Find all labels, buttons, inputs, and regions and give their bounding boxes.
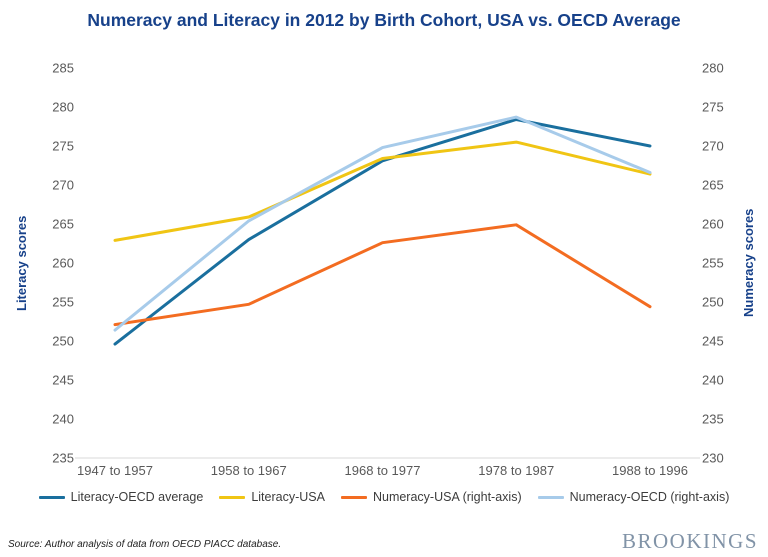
chart-title: Numeracy and Literacy in 2012 by Birth C… [87, 10, 681, 30]
left-axis-tick-label: 245 [52, 373, 74, 388]
legend-item-literacy-oecd: Literacy-OECD average [38, 490, 204, 504]
right-axis-tick-label: 240 [702, 373, 724, 388]
chart-legend: Literacy-OECD average Literacy-USA Numer… [0, 490, 768, 504]
legend-label: Literacy-OECD average [70, 490, 204, 504]
right-axis-tick-label: 230 [702, 451, 724, 466]
right-axis-tick-label: 235 [702, 412, 724, 427]
left-axis-tick-label: 285 [52, 61, 74, 76]
legend-item-numeracy-oecd: Numeracy-OECD (right-axis) [537, 490, 730, 504]
right-axis-tick-label: 275 [702, 100, 724, 115]
legend-swatch-literacy-oecd [38, 495, 65, 499]
series-line-3 [113, 115, 652, 332]
source-note: Source: Author analysis of data from OEC… [8, 539, 282, 550]
left-axis-tick-label: 280 [52, 100, 74, 115]
left-axis-tick-label: 270 [52, 178, 74, 193]
legend-label: Literacy-USA [251, 490, 325, 504]
right-axis-tick-label: 245 [702, 334, 724, 349]
right-axis-tick-label: 265 [702, 178, 724, 193]
legend-item-literacy-usa: Literacy-USA [219, 490, 325, 504]
x-axis-tick-label: 1947 to 1957 [77, 463, 153, 478]
x-axis-tick-label: 1958 to 1967 [211, 463, 287, 478]
x-axis-tick-label: 1968 to 1977 [345, 463, 421, 478]
legend-swatch-numeracy-usa [340, 495, 367, 499]
right-axis-tick-label: 260 [702, 217, 724, 232]
legend-label: Numeracy-OECD (right-axis) [569, 490, 730, 504]
left-axis-tick-label: 240 [52, 412, 74, 427]
right-axis-tick-label: 280 [702, 61, 724, 76]
plot-area: 235 240 245 250 255 260 265 270 275 280 285 230 235 2… [52, 61, 724, 479]
series-line-0 [113, 118, 652, 346]
right-axis-tick-label: 250 [702, 295, 724, 310]
left-axis-tick-label: 255 [52, 295, 74, 310]
series-line-2 [113, 223, 652, 327]
x-axis-tick-label: 1988 to 1996 [612, 463, 688, 478]
legend-label: Numeracy-USA (right-axis) [372, 490, 522, 504]
left-axis-tick-label: 250 [52, 334, 74, 349]
footer: Source: Author analysis of data from OEC… [0, 525, 768, 557]
brookings-logo: BROOKINGS [621, 529, 758, 553]
legend-swatch-numeracy-oecd [537, 495, 564, 499]
right-axis-tick-label: 255 [702, 256, 724, 271]
series-line-1 [113, 140, 652, 242]
left-axis-tick-label: 235 [52, 451, 74, 466]
left-axis-tick-label: 275 [52, 139, 74, 154]
right-axis-tick-label: 270 [702, 139, 724, 154]
legend-swatch-literacy-usa [219, 495, 246, 499]
left-axis-tick-label: 260 [52, 256, 74, 271]
left-axis-tick-label: 265 [52, 217, 74, 232]
x-axis-tick-label: 1978 to 1987 [478, 463, 554, 478]
chart-area: Literacy scores Numeracy scores 235 240 24… [0, 54, 768, 484]
legend-item-numeracy-usa: Numeracy-USA (right-axis) [340, 490, 522, 504]
